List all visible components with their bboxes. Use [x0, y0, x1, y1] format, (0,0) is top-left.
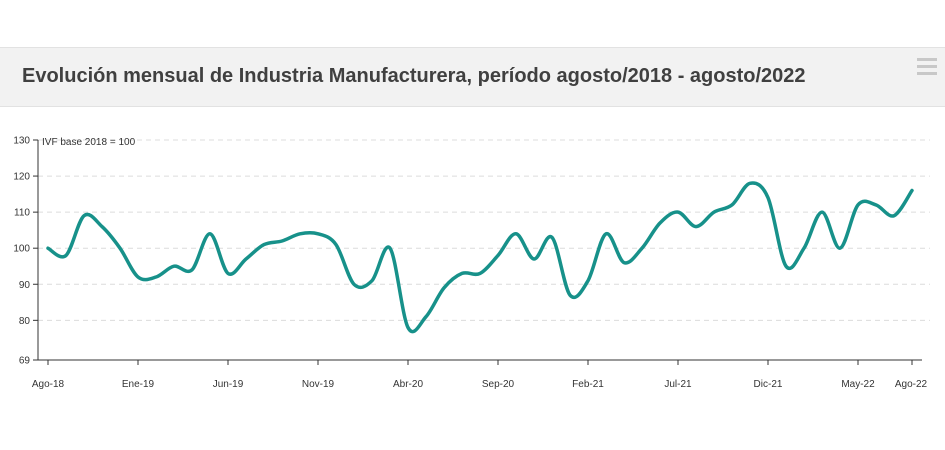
y-tick-label: 120 [13, 172, 30, 183]
y-axis-tick-labels: 69 80 90 100 110 120 130 [13, 136, 30, 367]
series-line [46, 181, 914, 334]
x-tick-label: Feb-21 [572, 379, 604, 390]
x-tick-label: Abr-20 [393, 379, 423, 390]
x-tick-label: Ene-19 [122, 379, 155, 390]
y-tick-label: 110 [14, 208, 30, 219]
y-tick-label: 130 [13, 136, 30, 147]
x-tick-label: Ago-22 [895, 379, 928, 390]
y-tick-label: 90 [19, 280, 31, 291]
x-tick-label: Jul-21 [664, 379, 692, 390]
x-tick-label: Ago-18 [32, 379, 65, 390]
series-group [46, 181, 914, 334]
hamburger-menu-icon[interactable] [917, 58, 937, 76]
x-tick-label: Sep-20 [482, 379, 515, 390]
y-tick-label: 69 [19, 356, 31, 367]
x-tick-label: Dic-21 [754, 379, 783, 390]
x-axis-tick-labels: Ago-18 Ene-19 Jun-19 Nov-19 Abr-20 Sep-20 Feb-… [32, 379, 928, 390]
menu-icon-bar [917, 58, 937, 61]
x-tick-label: May-22 [841, 379, 875, 390]
gridlines [38, 139, 930, 321]
y-tick-label: 100 [13, 244, 30, 255]
line-chart: 69 80 90 100 110 120 130 Ago-18 Ene-19 Jun-19 Nov… [13, 136, 930, 390]
x-tick-label: Nov-19 [302, 379, 335, 390]
axes [33, 139, 922, 365]
chart-header: Evolución mensual de Industria Manufactu… [0, 47, 945, 107]
y-tick-label: 80 [19, 316, 31, 327]
x-tick-label: Jun-19 [213, 379, 244, 390]
chart-title: Evolución mensual de Industria Manufactu… [22, 65, 806, 87]
menu-icon-bar [917, 65, 937, 68]
y-axis-unit-label: IVF base 2018 = 100 [42, 137, 136, 148]
menu-icon-bar [917, 72, 937, 75]
